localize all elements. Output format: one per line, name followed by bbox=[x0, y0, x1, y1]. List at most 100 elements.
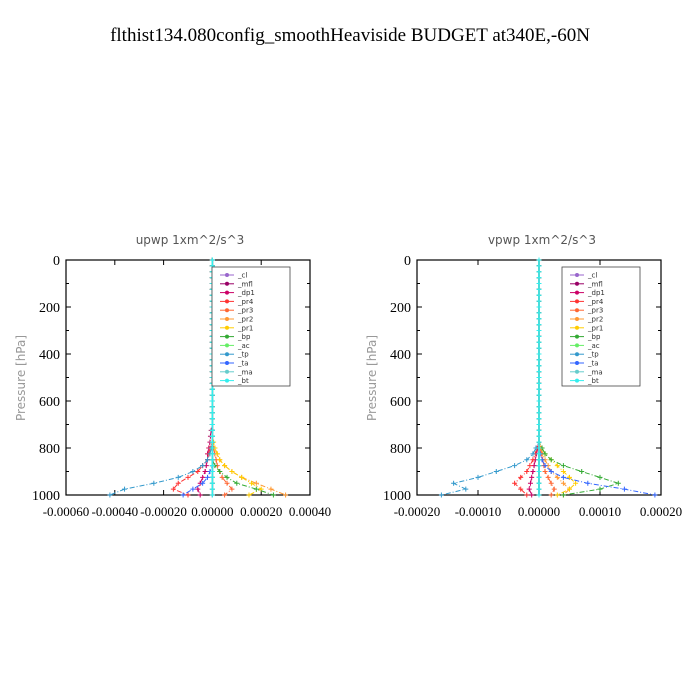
data-point bbox=[545, 474, 551, 480]
data-point bbox=[209, 427, 215, 433]
data-point bbox=[536, 328, 542, 333]
data-point bbox=[246, 492, 252, 498]
y-tick-label: 1000 bbox=[32, 489, 60, 504]
y-tick-label: 1000 bbox=[383, 489, 411, 504]
data-point bbox=[463, 486, 469, 492]
y-tick-label: 400 bbox=[39, 348, 60, 363]
legend-marker bbox=[225, 299, 229, 304]
data-point bbox=[536, 416, 542, 422]
x-tick-label: 0.00020 bbox=[240, 504, 282, 519]
legend-marker bbox=[575, 281, 579, 286]
legend-label: _tp bbox=[587, 351, 599, 359]
legend-marker bbox=[575, 343, 579, 348]
data-point bbox=[536, 422, 542, 427]
data-point bbox=[536, 269, 542, 275]
data-point bbox=[527, 463, 533, 469]
data-point bbox=[542, 469, 548, 474]
data-point bbox=[209, 457, 215, 463]
data-point bbox=[270, 492, 276, 498]
legend-label: _ac bbox=[237, 342, 250, 350]
data-point bbox=[536, 263, 542, 269]
data-point bbox=[548, 469, 554, 474]
data-point bbox=[536, 369, 542, 375]
data-point bbox=[529, 474, 535, 480]
data-point bbox=[554, 492, 560, 498]
panel-upwp: upwp 1xm^2/s^3 Pressure [hPa] 0 200 400 600… bbox=[14, 233, 331, 519]
data-point bbox=[209, 398, 215, 404]
data-point bbox=[195, 469, 201, 474]
data-point bbox=[579, 469, 585, 474]
data-point bbox=[209, 433, 215, 439]
data-point bbox=[524, 469, 530, 474]
data-point bbox=[107, 492, 113, 498]
data-point bbox=[209, 480, 215, 486]
data-point bbox=[536, 304, 542, 310]
data-point bbox=[438, 492, 444, 498]
data-point bbox=[536, 380, 542, 386]
data-point bbox=[190, 469, 196, 474]
data-point bbox=[214, 451, 220, 457]
data-point bbox=[209, 469, 215, 474]
data-point bbox=[536, 486, 542, 492]
data-point bbox=[524, 492, 530, 498]
data-point bbox=[536, 363, 542, 369]
data-point bbox=[536, 457, 542, 463]
x-tick-label: 0.00040 bbox=[289, 504, 331, 519]
x-tick-label: -0.00040 bbox=[92, 504, 139, 519]
legend-marker bbox=[225, 378, 229, 383]
data-point bbox=[209, 492, 215, 498]
y-tick-label: 800 bbox=[390, 442, 411, 457]
data-point bbox=[217, 469, 223, 474]
plot-area: 0 200 400 600 800 1000-0.00060 -0.00040 -0.0002… bbox=[32, 254, 331, 519]
legend-label: _pr4 bbox=[587, 298, 604, 306]
data-point bbox=[530, 457, 536, 463]
x-tick-label: 0.00010 bbox=[579, 504, 621, 519]
legend-label: _bt bbox=[237, 377, 249, 385]
x-tick-label: -0.00020 bbox=[394, 504, 441, 519]
legend-marker bbox=[225, 290, 229, 295]
data-point bbox=[224, 474, 230, 480]
data-point bbox=[170, 486, 176, 492]
data-point bbox=[621, 486, 627, 492]
data-point bbox=[536, 345, 542, 351]
data-point bbox=[536, 433, 542, 439]
data-point bbox=[542, 451, 548, 457]
legend-box bbox=[211, 266, 291, 387]
legend-marker bbox=[225, 343, 229, 348]
legend-label: _ac bbox=[587, 342, 600, 350]
data-point bbox=[185, 492, 191, 498]
legend-marker bbox=[575, 334, 579, 339]
legend-marker bbox=[575, 290, 579, 295]
x-tick-label: 0.00000 bbox=[191, 504, 233, 519]
legend-label: _mfl bbox=[587, 280, 603, 288]
data-point bbox=[554, 474, 560, 480]
y-tick-label: 800 bbox=[39, 442, 60, 457]
legend-marker bbox=[575, 317, 579, 321]
legend-label: _dp1 bbox=[587, 289, 605, 297]
legend-marker bbox=[225, 281, 229, 286]
legend-marker bbox=[225, 273, 229, 277]
data-point bbox=[536, 404, 542, 410]
data-point bbox=[190, 486, 196, 492]
data-point bbox=[652, 492, 658, 498]
data-point bbox=[536, 427, 542, 433]
data-point bbox=[205, 457, 211, 463]
data-point bbox=[536, 257, 542, 263]
data-point bbox=[536, 351, 542, 357]
data-point bbox=[175, 480, 181, 486]
data-point bbox=[209, 422, 215, 427]
series-line-tp bbox=[109, 260, 213, 496]
data-point bbox=[531, 463, 537, 469]
y-tick-label: 600 bbox=[390, 395, 411, 410]
legend-marker bbox=[575, 378, 579, 383]
data-point bbox=[548, 492, 554, 498]
data-point bbox=[536, 480, 542, 486]
x-tick-label: -0.00020 bbox=[140, 504, 187, 519]
data-point bbox=[253, 486, 259, 492]
data-point bbox=[202, 469, 208, 474]
legend-label: _bp bbox=[587, 333, 601, 341]
data-point bbox=[209, 386, 215, 392]
x-tick-label: -0.00010 bbox=[455, 504, 502, 519]
data-point bbox=[536, 451, 542, 457]
